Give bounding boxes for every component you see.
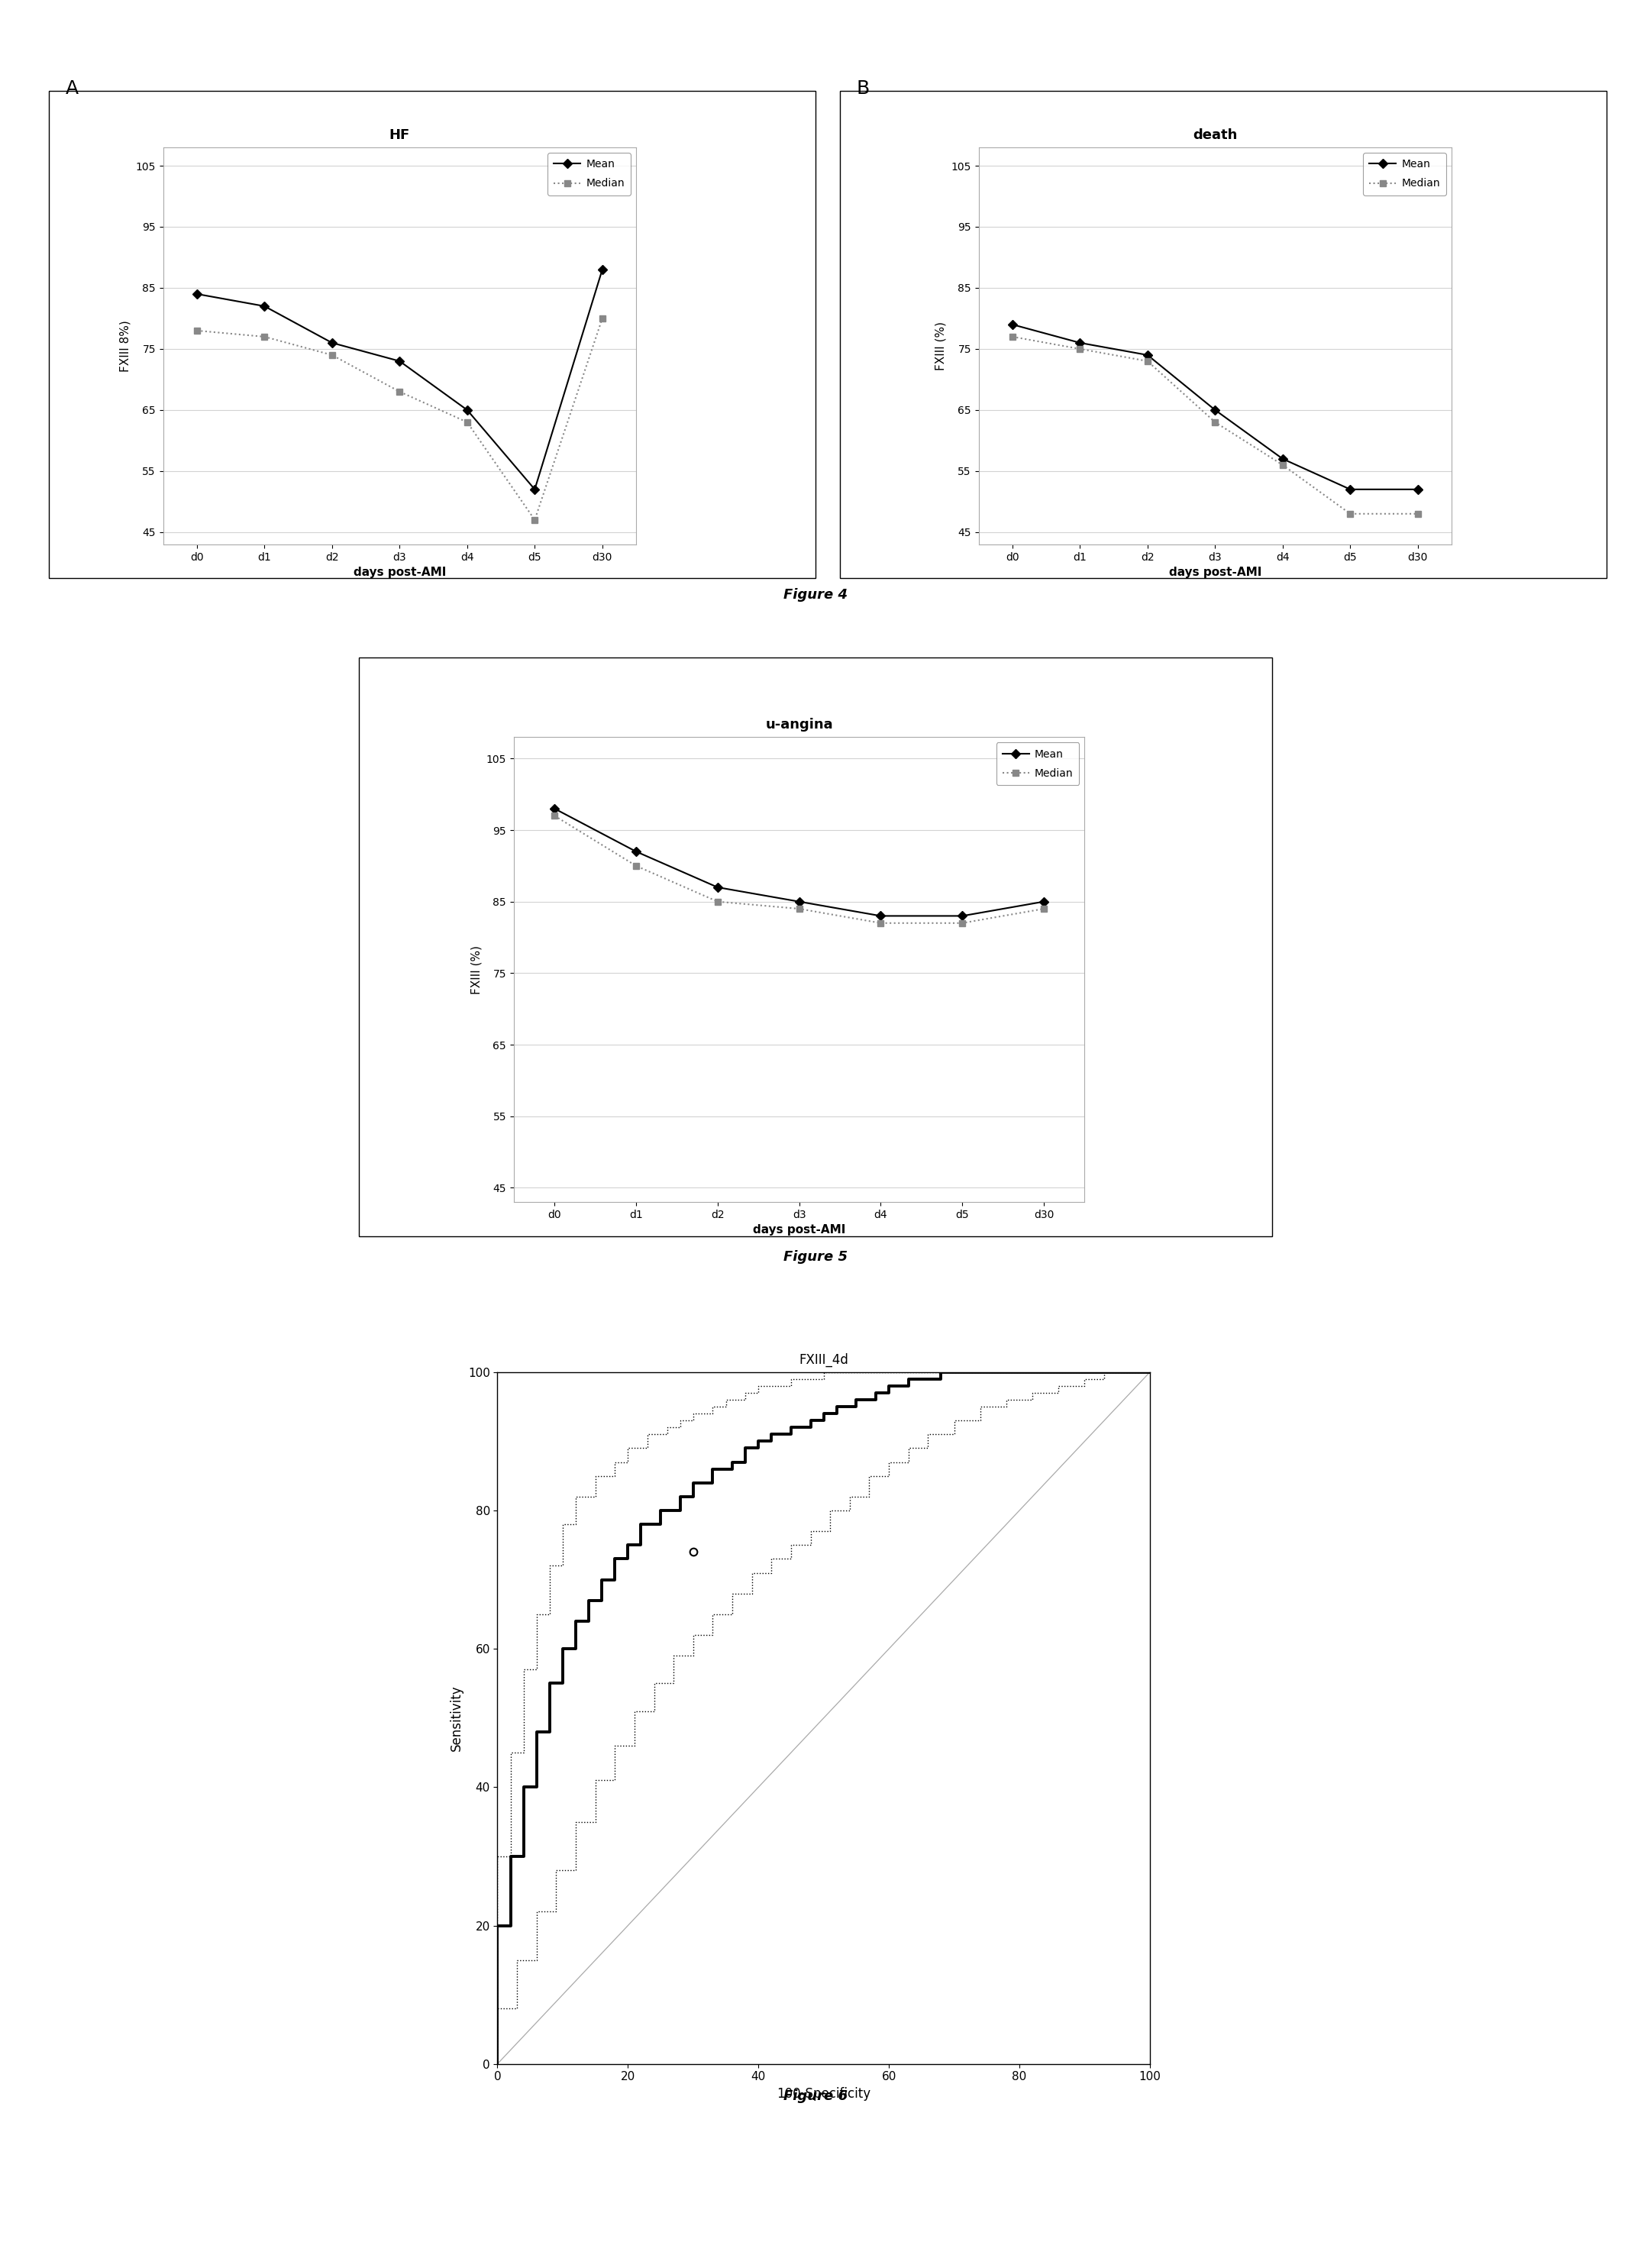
Mean: [1003, 311, 1023, 338]
Median: [1034, 896, 1054, 923]
Text: B: B: [856, 79, 869, 98]
Text: Figure 6: Figure 6: [783, 2089, 848, 2102]
Title: u-angina: u-angina: [765, 719, 833, 733]
Line: Median: Median: [194, 315, 605, 524]
Mean: [953, 903, 972, 930]
Mean: [1341, 476, 1360, 503]
Title: FXIII_4d: FXIII_4d: [799, 1354, 848, 1368]
Mean: [708, 873, 727, 900]
Mean: [1205, 397, 1225, 424]
Median: [254, 322, 274, 349]
Text: Figure 4: Figure 4: [783, 587, 848, 601]
Median: [708, 889, 727, 916]
Median: [1205, 408, 1225, 435]
Median: [953, 909, 972, 937]
Median: [390, 379, 409, 406]
Line: Mean: Mean: [551, 805, 1047, 919]
Line: Mean: Mean: [194, 265, 605, 492]
Mean: [545, 796, 564, 823]
Mean: [457, 397, 476, 424]
Median: [323, 342, 343, 370]
Median: [1272, 451, 1292, 479]
Legend: Mean, Median: Mean, Median: [1364, 152, 1447, 195]
Median: [1003, 322, 1023, 349]
Legend: Mean, Median: Mean, Median: [548, 152, 631, 195]
X-axis label: days post-AMI: days post-AMI: [354, 567, 445, 578]
Legend: Mean, Median: Mean, Median: [997, 742, 1080, 785]
Y-axis label: FXIII (%): FXIII (%): [470, 946, 481, 993]
Median: [525, 506, 545, 533]
Mean: [789, 889, 809, 916]
Mean: [592, 256, 612, 284]
Median: [1341, 501, 1360, 528]
Title: HF: HF: [390, 129, 409, 143]
Y-axis label: FXIII 8%): FXIII 8%): [119, 320, 130, 372]
Line: Mean: Mean: [1010, 322, 1421, 492]
Mean: [1408, 476, 1427, 503]
Text: A: A: [65, 79, 78, 98]
Line: Median: Median: [551, 812, 1047, 925]
Y-axis label: FXIII (%): FXIII (%): [935, 322, 946, 370]
Median: [871, 909, 891, 937]
Mean: [254, 293, 274, 320]
Median: [545, 803, 564, 830]
Text: Figure 5: Figure 5: [783, 1250, 848, 1263]
Mean: [1034, 889, 1054, 916]
Title: death: death: [1192, 129, 1238, 143]
Mean: [323, 329, 343, 356]
Mean: [626, 837, 646, 864]
Mean: [390, 347, 409, 374]
X-axis label: days post-AMI: days post-AMI: [754, 1225, 845, 1236]
Median: [789, 896, 809, 923]
X-axis label: days post-AMI: days post-AMI: [1169, 567, 1261, 578]
Mean: [188, 281, 207, 308]
Mean: [525, 476, 545, 503]
Median: [592, 304, 612, 331]
Median: [1138, 347, 1158, 374]
Y-axis label: Sensitivity: Sensitivity: [450, 1685, 463, 1751]
Median: [1070, 336, 1090, 363]
Mean: [1070, 329, 1090, 356]
Mean: [1138, 342, 1158, 370]
Mean: [871, 903, 891, 930]
Mean: [1272, 445, 1292, 472]
Median: [626, 853, 646, 880]
X-axis label: 100-Specificity: 100-Specificity: [776, 2087, 871, 2100]
Median: [457, 408, 476, 435]
Line: Median: Median: [1010, 333, 1421, 517]
Median: [1408, 501, 1427, 528]
Median: [188, 318, 207, 345]
